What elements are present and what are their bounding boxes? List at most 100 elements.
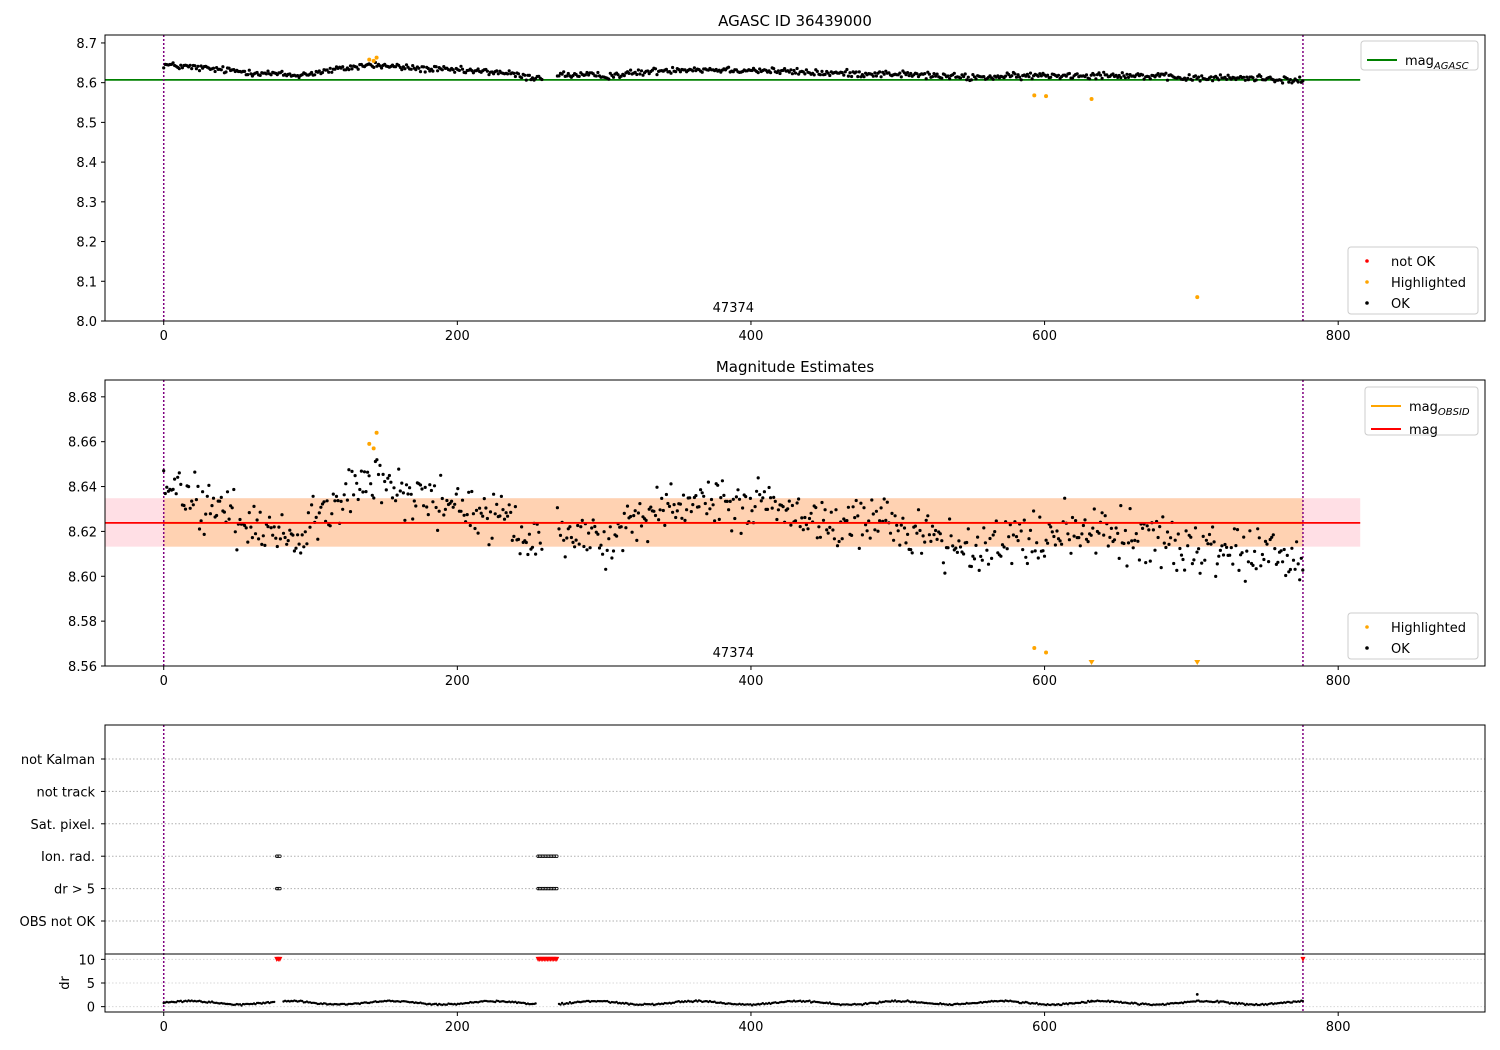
panel-2-ok-point: [1092, 507, 1096, 511]
panel-2-ok-point: [1228, 553, 1232, 557]
panel-1-ok-point: [1123, 76, 1127, 80]
panel-1-ok-point: [963, 72, 967, 76]
panel-2-ok-point: [471, 512, 475, 516]
panel-2-ok-point: [579, 525, 583, 529]
panel-1-ok-point: [417, 66, 421, 70]
panel-2-ok-point: [499, 494, 503, 498]
panel-2-ok-point: [636, 511, 641, 515]
panel-2-ok-point: [1220, 544, 1224, 548]
panel-2-ok-point: [252, 504, 256, 508]
panel-1-ok-point: [1084, 73, 1089, 77]
panel-2-ok-point: [870, 498, 874, 502]
panel-2-ok-point: [702, 494, 706, 498]
panel-2-ok-point: [348, 510, 353, 514]
panel-1-ok-point: [1070, 76, 1075, 80]
panel-2-ok-point: [173, 477, 177, 481]
panel-1-ok-point: [1298, 75, 1302, 79]
panel-2-ok-point: [210, 504, 214, 508]
panel-2-ok-point: [383, 479, 387, 484]
panel-2-ok-point: [1008, 523, 1012, 527]
panel-2-ok-point: [436, 528, 440, 533]
panel-2-ok-point: [352, 493, 356, 497]
panel-2-ok-point: [678, 502, 683, 506]
panel-2-ok-point: [205, 494, 209, 498]
panel-2-ok-point: [1192, 558, 1196, 562]
panel-2-ok-point: [904, 541, 908, 545]
dr-point: [1107, 999, 1110, 1002]
panel-2-ok-point: [834, 508, 838, 512]
panel-2-ok-point: [1116, 531, 1120, 536]
panel-1-ok-point: [1209, 75, 1213, 79]
panel-1-ok-point: [1218, 73, 1222, 77]
panel-1-ok-point: [607, 77, 611, 81]
dr-point: [1060, 1003, 1063, 1007]
panel-2-ok-point: [739, 531, 743, 536]
panel-2-ok-point: [1215, 562, 1219, 566]
panel-2-ok-point: [257, 537, 261, 541]
panel-3-xtick-label: 400: [739, 1020, 764, 1035]
panel-2-ok-point: [744, 495, 748, 499]
flag-point: [555, 854, 559, 858]
panel-1-ok-point: [520, 76, 524, 80]
panel-1-ok-point: [1245, 75, 1249, 79]
panel-2-ok-point: [854, 498, 858, 503]
flag-row-label: not Kalman: [21, 753, 95, 768]
panel-1-ok-point: [843, 70, 847, 74]
panel-2-ok-point: [597, 546, 602, 550]
panel-2-ok-point: [311, 494, 315, 498]
panel-2-ok-point: [1084, 537, 1089, 541]
panel-2-ok-point: [611, 549, 616, 553]
panel-1-ok-point: [776, 69, 781, 73]
panel-2-ok-point: [1209, 542, 1213, 546]
panel-3-xtick-label: 200: [445, 1020, 470, 1035]
panel-2-ok-point: [350, 469, 354, 473]
panel-1-ok-point: [932, 72, 936, 76]
panel-2-ok-point: [971, 554, 975, 558]
panel-2-ok-point: [1201, 534, 1205, 539]
panel-2-ok-point: [590, 526, 594, 530]
panel-1-ok-point: [1016, 73, 1020, 77]
panel-2-ok-point: [328, 524, 332, 528]
panel-2-ok-point: [878, 519, 882, 523]
panel-2-ok-point: [1072, 534, 1076, 538]
panel-2-ok-point: [753, 505, 757, 509]
panel-2-ok-point: [215, 513, 219, 518]
panel-2-ok-point: [258, 510, 262, 514]
panel-2-ok-point: [179, 482, 183, 486]
panel-1-ok-point: [789, 68, 793, 72]
panel-2-ok-point: [493, 512, 497, 516]
panel-2-ok-point: [378, 463, 382, 467]
dr-point: [876, 1002, 880, 1005]
panel-2-ok-point: [672, 503, 676, 507]
panel-2-ok-point: [853, 516, 857, 520]
panel-2-ok-point: [935, 537, 939, 542]
panel-2-ok-point: [865, 529, 869, 533]
panel-2-ok-point: [244, 526, 248, 530]
panel-2-ok-point: [974, 543, 978, 548]
panel-1-ok-point: [915, 72, 919, 76]
panel-2-ok-point: [1204, 538, 1208, 542]
panel-2-ok-point: [948, 517, 952, 521]
panel-2-ok-point: [934, 528, 938, 533]
panel-1-ok-point: [457, 68, 461, 72]
panel-1-ok-point: [1046, 73, 1050, 77]
panel-2-ok-point: [756, 476, 760, 480]
panel-1-ok-point: [1279, 78, 1283, 82]
panel-2-ytick-label: 8.58: [68, 615, 97, 630]
panel-2-ok-point: [716, 483, 720, 487]
panel-2-ok-point: [1119, 504, 1123, 508]
panel-2-ok-point: [837, 539, 841, 544]
panel-1-ok-point: [496, 72, 500, 76]
panel-2-ok-point: [722, 493, 726, 497]
panel-2-ok-point: [1211, 525, 1215, 529]
panel-2-ok-point: [359, 469, 363, 473]
panel-2-ok-point: [1197, 547, 1201, 551]
panel-2-ok-point: [999, 554, 1003, 558]
panel-1-ok-point: [1027, 75, 1031, 79]
panel-1-ok-point: [1254, 78, 1258, 82]
panel-3-xtick-label: 800: [1326, 1020, 1351, 1035]
panel-2-ok-point: [1186, 544, 1190, 548]
panel-2-ok-point: [285, 542, 289, 546]
panel-1-ok-point: [958, 76, 963, 80]
flag-row-label: Sat. pixel.: [31, 818, 95, 833]
